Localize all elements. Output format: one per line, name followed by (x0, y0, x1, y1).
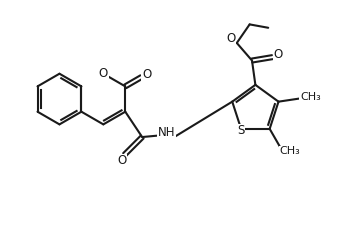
Text: O: O (274, 48, 283, 61)
Text: NH: NH (158, 126, 175, 139)
Text: O: O (118, 154, 127, 167)
Text: O: O (142, 68, 151, 81)
Text: O: O (99, 67, 108, 80)
Text: CH₃: CH₃ (300, 92, 321, 102)
Text: S: S (237, 124, 245, 137)
Text: CH₃: CH₃ (279, 146, 300, 156)
Text: O: O (226, 32, 235, 45)
